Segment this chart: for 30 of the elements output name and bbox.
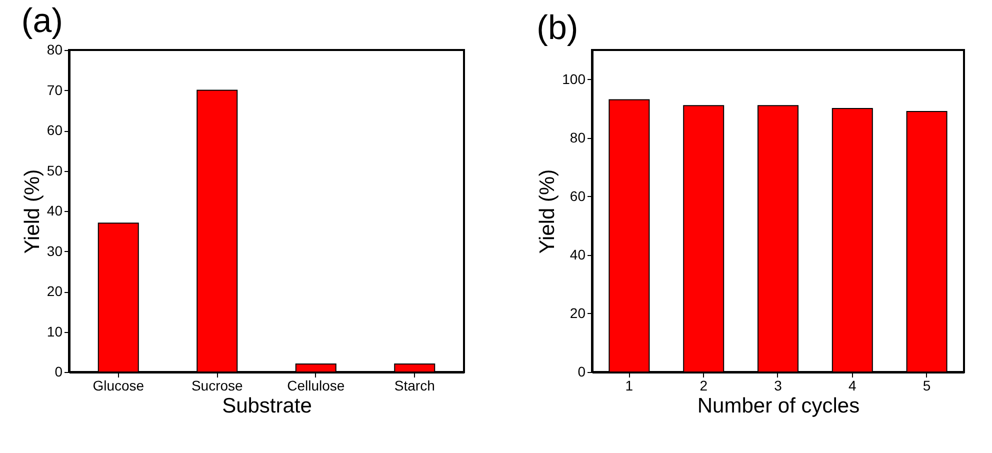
y-tick-label: 60: [570, 188, 586, 204]
chart-title: (b): [536, 9, 578, 47]
y-tick-label: 20: [46, 283, 63, 299]
y-axis-title: Yield (%): [20, 169, 44, 254]
y-tick-label: 20: [570, 304, 586, 321]
x-tick-label: 5: [922, 378, 931, 394]
x-tick-label: Glucose: [92, 378, 144, 394]
y-tick-label: 0: [54, 364, 63, 380]
x-tick-label: Starch: [394, 378, 435, 394]
x-tick-label: 2: [700, 378, 708, 394]
y-tick-label: 70: [46, 82, 63, 98]
x-tick-label: Cellulose: [287, 378, 345, 394]
y-tick-label: 100: [562, 70, 586, 87]
y-tick-label: 80: [570, 129, 586, 146]
y-axis-title: Yield (%): [536, 169, 560, 254]
x-tick-label: 1: [625, 378, 634, 394]
y-tick-label: 80: [46, 42, 63, 58]
y-tick-label: 50: [46, 162, 63, 178]
y-tick-label: 30: [46, 242, 63, 259]
y-tick-label: 40: [46, 202, 63, 218]
x-tick-label: Sucrose: [191, 378, 244, 394]
x-tick-label: 4: [848, 378, 856, 394]
x-tick-label: 3: [774, 378, 782, 394]
y-tick-label: 0: [578, 364, 586, 380]
x-axis-title: Substrate: [222, 394, 312, 418]
x-axis-title: Number of cycles: [697, 394, 860, 418]
y-tick-label: 40: [570, 246, 586, 262]
y-tick-label: 10: [46, 323, 63, 340]
chart-title: (a): [21, 2, 63, 40]
y-tick-label: 60: [46, 122, 63, 138]
